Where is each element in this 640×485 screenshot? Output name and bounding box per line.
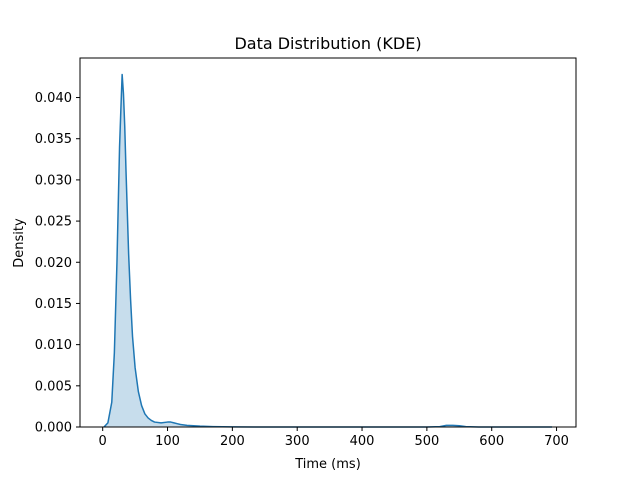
x-tick-label: 400 [350,434,375,449]
y-tick-label: 0.025 [35,215,72,230]
x-tick-label: 500 [414,434,439,449]
y-axis-ticks: 0.000 0.005 0.010 0.015 0.020 0.025 0.030 0.035… [35,91,80,436]
kde-line [103,73,553,428]
x-tick-label: 600 [479,434,504,449]
x-tick-label: 200 [220,434,245,449]
plot-frame [79,57,577,428]
x-axis-ticks: 0 100 200 300 400 500 600 700 [99,427,569,449]
plot-layer [103,73,553,428]
y-tick-label: 0.015 [35,297,72,312]
y-tick-label: 0.030 [35,173,72,188]
x-axis-label: Time (ms) [294,457,361,472]
y-tick-label: 0.040 [35,91,72,106]
y-tick-label: 0.035 [35,132,72,147]
y-tick-label: 0.005 [35,379,72,394]
x-tick-label: 300 [285,434,310,449]
y-tick-label: 0.020 [35,256,72,271]
x-tick-label: 0 [99,434,107,449]
chart-title: Data Distribution (KDE) [234,34,421,53]
x-tick-label: 100 [155,434,180,449]
y-tick-label: 0.000 [35,421,72,436]
x-tick-label: 700 [544,434,569,449]
y-tick-label: 0.010 [35,338,72,353]
y-axis-label: Density [12,218,27,268]
